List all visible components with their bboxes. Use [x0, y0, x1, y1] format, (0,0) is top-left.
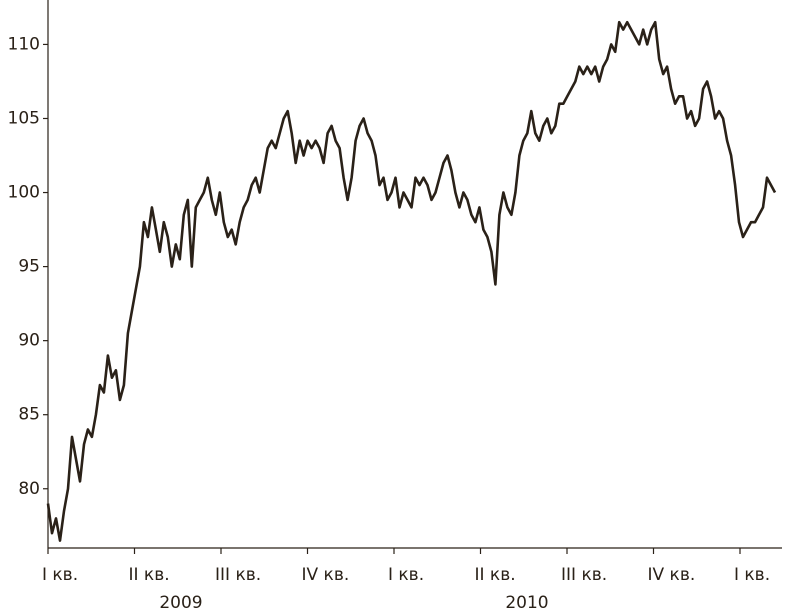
- x-tick-label: II кв.: [129, 565, 170, 585]
- x-tick-label: I кв.: [734, 565, 770, 585]
- y-tick-label: 95: [18, 257, 40, 277]
- y-tick-label: 85: [18, 405, 40, 425]
- x-tick-label: III кв.: [215, 565, 261, 585]
- x-tick-label: I кв.: [42, 565, 78, 585]
- x-tick-label: IV кв.: [302, 565, 350, 585]
- x-tick-label: III кв.: [561, 565, 607, 585]
- y-tick-label: 105: [8, 108, 40, 128]
- x-tick-label: I кв.: [388, 565, 424, 585]
- x-tick-label: II кв.: [475, 565, 516, 585]
- y-tick-label: 80: [18, 479, 40, 499]
- x-tick-label: IV кв.: [648, 565, 696, 585]
- y-tick-label: 100: [8, 183, 40, 203]
- year-label: 2009: [159, 593, 202, 613]
- y-tick-label: 90: [18, 331, 40, 351]
- year-label: 2010: [505, 593, 548, 613]
- price-line: [46, 20, 777, 542]
- y-tick-label: 110: [8, 34, 40, 54]
